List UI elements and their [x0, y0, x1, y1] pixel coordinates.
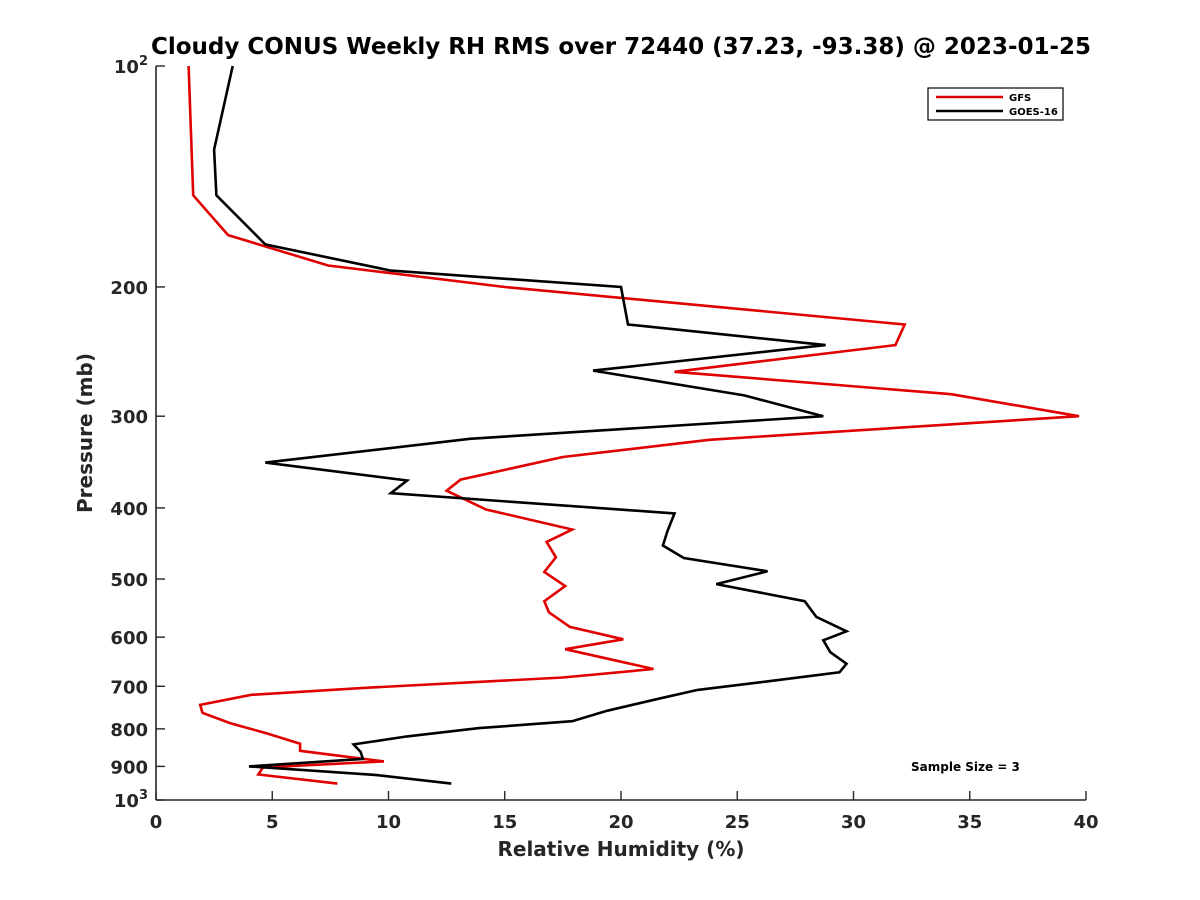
x-tick-label: 0	[150, 812, 163, 833]
x-tick-label: 5	[266, 812, 279, 833]
x-tick-label: 35	[957, 812, 982, 833]
series-line-gfs	[187, 65, 1080, 785]
legend: GFS GOES-16	[927, 87, 1064, 121]
y-tick-label: 700	[110, 677, 148, 698]
y-tick-label: 400	[110, 499, 148, 520]
x-tick-label: 10	[376, 812, 401, 833]
series-line-goes16	[212, 65, 850, 785]
y-tick-label: 300	[110, 407, 148, 428]
x-tick-label: 30	[841, 812, 866, 833]
legend-box	[927, 87, 1064, 121]
x-tick-label: 40	[1073, 812, 1098, 833]
y-tick-label: 102	[114, 54, 148, 78]
legend-label-gfs: GFS	[1009, 93, 1031, 104]
sample-size-annotation: Sample Size = 3	[911, 760, 1020, 774]
y-tick-label: 900	[110, 757, 148, 778]
series-layer	[187, 65, 1080, 785]
y-ticks: 102 200 300 400 500 600 700 800 900 103	[110, 54, 165, 812]
chart-title: Cloudy CONUS Weekly RH RMS over 72440 (3…	[151, 34, 1091, 60]
x-tick-label: 20	[608, 812, 633, 833]
x-axis-label: Relative Humidity (%)	[497, 837, 744, 861]
y-tick-label: 800	[110, 720, 148, 741]
y-tick-label: 103	[114, 788, 148, 812]
legend-label-goes16: GOES-16	[1009, 107, 1058, 118]
y-tick-label: 500	[110, 570, 148, 591]
y-axis-label: Pressure (mb)	[73, 353, 97, 513]
x-tick-label: 25	[725, 812, 750, 833]
y-tick-label: 600	[110, 628, 148, 649]
x-tick-label: 15	[492, 812, 517, 833]
x-ticks: 0 5 10 15 20 25 30 35 40	[150, 791, 1099, 833]
y-tick-label: 200	[110, 278, 148, 299]
